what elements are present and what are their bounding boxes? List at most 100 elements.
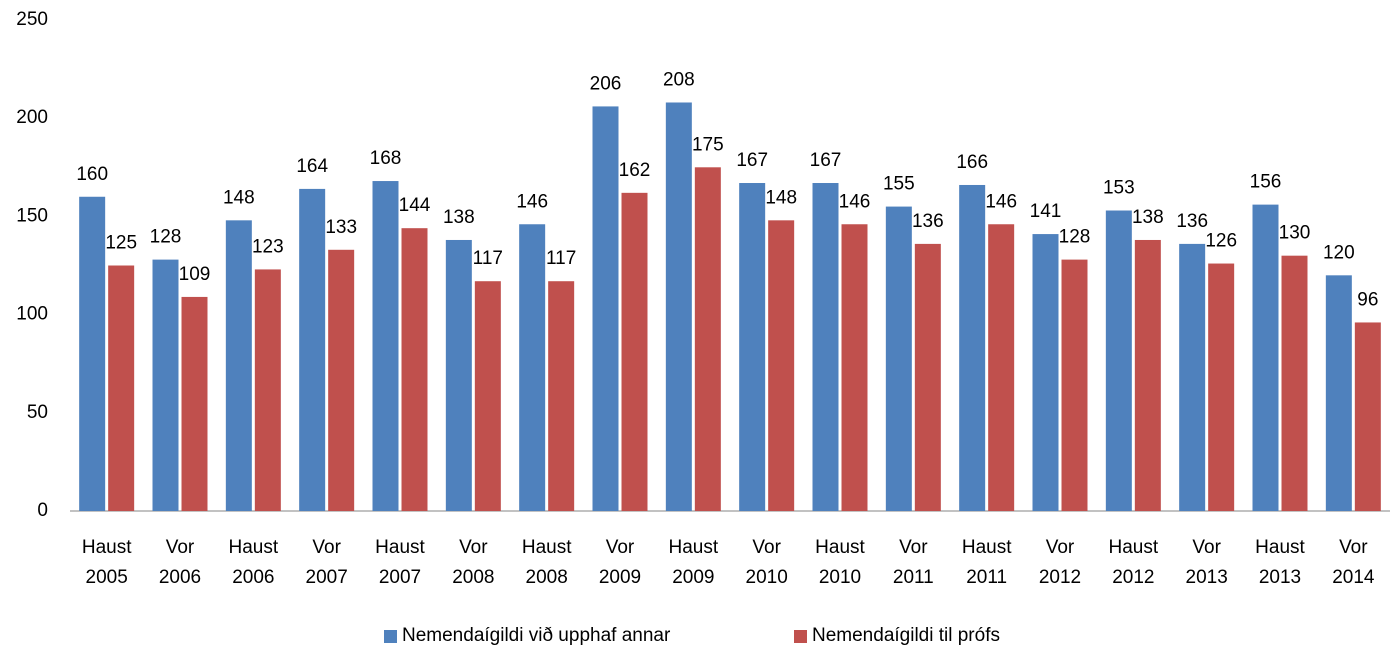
bar [1252,204,1279,511]
x-tick-label: Vor [312,537,341,558]
data-label: 128 [1059,227,1091,248]
bar [299,188,326,512]
bar [1325,275,1352,511]
x-tick-label: 2012 [1039,567,1081,588]
legend-label: Nemendaígildi við upphaf annar [402,625,671,646]
x-tick-label: Vor [606,537,635,558]
data-label: 148 [765,187,797,208]
x-tick-label: Haust [375,537,425,558]
bar [812,183,839,511]
bar [1281,255,1308,511]
x-tick-label: Haust [82,537,132,558]
y-tick-label: 250 [16,9,48,30]
bar [1208,263,1235,511]
bar [621,192,648,511]
x-tick-label: Haust [815,537,865,558]
bar [254,269,281,511]
data-label: 128 [150,227,182,248]
x-tick-label: 2013 [1186,567,1228,588]
data-label: 141 [1030,201,1062,222]
bar [694,167,721,512]
x-tick-label: 2009 [599,567,641,588]
bar [1061,259,1088,511]
data-label: 156 [1250,172,1282,193]
bar [401,228,428,511]
legend-swatch [384,630,397,643]
bar [548,281,575,511]
y-tick-label: 0 [37,500,48,521]
bar [519,224,546,512]
data-label: 206 [590,73,622,94]
data-label: 166 [956,152,988,173]
bar [1354,322,1381,511]
x-tick-label: 2012 [1112,567,1154,588]
bar [79,196,106,511]
data-label: 153 [1103,178,1135,199]
data-label: 168 [370,148,402,169]
bar [841,224,868,512]
data-label: 155 [883,174,915,195]
bar [665,102,692,511]
bar [1032,234,1059,512]
x-tick-label: 2013 [1259,567,1301,588]
bar [959,184,986,511]
data-label: 120 [1323,242,1355,263]
x-tick-label: 2006 [232,567,274,588]
bar [474,281,501,511]
legend-swatch [794,630,807,643]
data-label: 167 [736,150,768,171]
x-tick-label: Vor [899,537,928,558]
data-label: 160 [76,164,108,185]
data-label: 148 [223,187,255,208]
bar [914,243,941,511]
data-label: 162 [619,160,651,181]
data-label: 117 [546,248,576,269]
data-label: 146 [839,191,871,212]
y-tick-label: 150 [16,205,48,226]
bar [1105,210,1132,511]
data-label: 109 [179,264,211,285]
x-tick-label: 2006 [159,567,201,588]
bar [1179,243,1206,511]
x-tick-label: 2007 [306,567,348,588]
bar [445,239,472,511]
x-tick-label: 2005 [86,567,128,588]
x-tick-label: 2010 [819,567,861,588]
x-tick-label: Vor [1339,537,1368,558]
bar [108,265,135,511]
data-label: 126 [1205,231,1237,252]
x-tick-label: 2011 [966,567,1007,588]
x-tick-label: Haust [1255,537,1305,558]
legend-label: Nemendaígildi til prófs [812,625,1000,646]
bar [1134,239,1161,511]
data-label: 125 [105,233,137,254]
x-tick-label: 2008 [452,567,494,588]
y-tick-label: 200 [16,107,48,128]
x-tick-label: Haust [1109,537,1159,558]
bar [181,296,208,511]
data-label: 146 [516,191,548,212]
bar [328,249,355,511]
bar [225,220,252,511]
x-tick-label: Haust [522,537,572,558]
x-tick-label: Vor [1046,537,1075,558]
x-tick-label: Vor [1192,537,1221,558]
data-label: 138 [1132,207,1164,228]
y-tick-label: 100 [16,304,48,325]
data-label: 144 [399,195,431,216]
bar [372,181,399,511]
data-label: 136 [1176,211,1208,232]
data-label: 208 [663,70,695,91]
bar [988,224,1015,512]
x-tick-label: Haust [962,537,1012,558]
x-tick-label: 2014 [1332,567,1375,588]
data-label: 96 [1357,289,1378,310]
data-label: 130 [1279,223,1311,244]
data-label: 146 [985,191,1017,212]
bar [885,206,912,511]
data-label: 164 [296,156,328,177]
data-label: 167 [810,150,842,171]
data-label: 123 [252,236,284,257]
data-label: 136 [912,211,944,232]
